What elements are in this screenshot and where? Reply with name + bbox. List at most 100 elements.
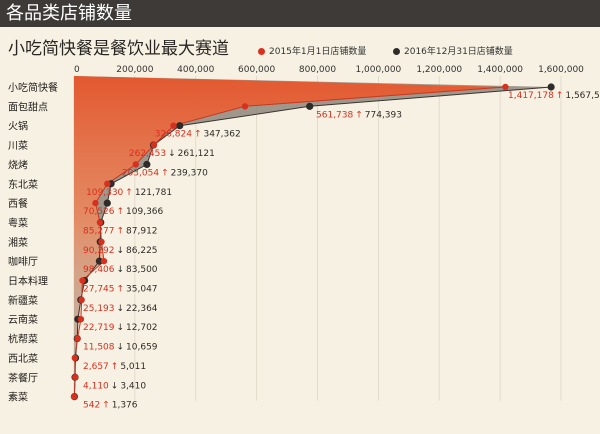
value-2016: 121,781 bbox=[135, 188, 172, 198]
arrow-up-icon: ↑ bbox=[117, 226, 125, 236]
value-label: 561,738 ↑ 774,393 bbox=[316, 110, 402, 120]
x-tick-label: 1,400,000 bbox=[477, 65, 523, 75]
point-2015 bbox=[77, 316, 85, 323]
arrow-down-icon: ↓ bbox=[117, 265, 125, 275]
point-2016 bbox=[176, 122, 184, 130]
x-tick-label: 200,000 bbox=[116, 65, 153, 75]
x-tick-label: 0 bbox=[74, 65, 80, 75]
value-label: 542 ↑ 1,376 bbox=[83, 401, 138, 411]
category-label: 东北菜 bbox=[8, 178, 38, 191]
value-2015: 109,330 bbox=[86, 188, 123, 198]
value-2016: 347,362 bbox=[203, 130, 240, 140]
value-label: 85,277 ↑ 87,912 bbox=[83, 226, 158, 236]
category-label: 新疆菜 bbox=[8, 294, 38, 307]
value-2016: 3,410 bbox=[120, 381, 146, 391]
value-2016: 86,225 bbox=[126, 246, 158, 256]
value-2015: 70,526 bbox=[83, 207, 115, 217]
area-2015 bbox=[74, 76, 506, 401]
value-2016: 1,376 bbox=[112, 401, 138, 411]
value-2015: 25,193 bbox=[83, 304, 115, 314]
value-2016: 261,121 bbox=[178, 149, 215, 159]
value-2015: 561,738 bbox=[316, 110, 353, 120]
value-2016: 1,567,555 bbox=[565, 91, 600, 101]
label-layer: 0 200,000 400,000 600,000 800,000 1,000,000 1,… bbox=[8, 65, 600, 411]
point-2015 bbox=[502, 83, 509, 91]
x-tick-label: 800,000 bbox=[299, 65, 336, 75]
page-title: 各品类店铺数量 bbox=[0, 0, 600, 27]
legend-item-2015: 2015年1月1日店铺数量 bbox=[258, 44, 366, 57]
arrow-up-icon: ↑ bbox=[125, 188, 133, 198]
value-label: 25,193 ↓ 22,364 bbox=[83, 304, 158, 314]
category-label: 咖啡厅 bbox=[8, 256, 38, 268]
point-2015 bbox=[170, 122, 177, 129]
point-2015 bbox=[72, 374, 79, 381]
point-2016 bbox=[306, 102, 314, 110]
point-2016 bbox=[143, 160, 151, 168]
value-label: 109,330 ↑ 121,781 bbox=[86, 188, 172, 198]
value-2015: 4,110 bbox=[83, 381, 109, 391]
value-2016: 87,912 bbox=[126, 226, 158, 236]
value-2015: 262,453 bbox=[129, 149, 166, 159]
arrow-up-icon: ↑ bbox=[556, 91, 564, 101]
value-2016: 10,659 bbox=[126, 343, 158, 353]
point-2015 bbox=[104, 180, 111, 187]
value-label: 4,110 ↓ 3,410 bbox=[83, 381, 146, 391]
value-2015: 2,657 bbox=[83, 362, 109, 372]
arrow-up-icon: ↑ bbox=[355, 110, 363, 120]
value-2015: 326,824 bbox=[155, 130, 192, 140]
value-label: 262,453 ↓ 261,121 bbox=[129, 149, 215, 159]
arrow-up-icon: ↑ bbox=[111, 362, 119, 372]
category-label: 火锅 bbox=[8, 121, 28, 133]
value-2016: 12,702 bbox=[126, 323, 158, 333]
value-2015: 203,054 bbox=[122, 168, 159, 178]
value-label: 2,657 ↑ 5,011 bbox=[83, 362, 146, 372]
x-tick-label: 600,000 bbox=[238, 65, 275, 75]
arrow-up-icon: ↑ bbox=[117, 285, 125, 295]
point-2015 bbox=[96, 219, 104, 226]
point-2015 bbox=[78, 296, 85, 304]
category-label: 茶餐厅 bbox=[8, 371, 38, 384]
chart-subtitle: 小吃简快餐是餐饮业最大赛道 bbox=[8, 39, 229, 59]
value-2016: 239,370 bbox=[171, 168, 208, 178]
arrow-down-icon: ↓ bbox=[117, 323, 125, 333]
value-2015: 22,719 bbox=[83, 323, 115, 333]
legend-dot-2016 bbox=[393, 48, 400, 55]
value-2015: 98,406 bbox=[83, 265, 115, 275]
point-2016 bbox=[547, 83, 555, 91]
value-label: 203,054 ↑ 239,370 bbox=[122, 168, 208, 178]
value-label: 326,824 ↑ 347,362 bbox=[155, 130, 241, 140]
value-2016: 109,366 bbox=[126, 207, 163, 217]
grid-layer bbox=[73, 76, 562, 401]
arrow-down-icon: ↓ bbox=[117, 304, 125, 314]
legend-item-2016: 2016年12月31日店铺数量 bbox=[393, 44, 513, 57]
legend-label-2015: 2015年1月1日店铺数量 bbox=[269, 47, 367, 57]
value-label: 70,526 ↑ 109,366 bbox=[83, 207, 164, 217]
value-2016: 83,500 bbox=[126, 265, 158, 275]
x-tick-label: 400,000 bbox=[177, 65, 214, 75]
point-2015 bbox=[132, 161, 140, 168]
point-2016 bbox=[95, 257, 104, 265]
value-label: 27,745 ↑ 35,047 bbox=[83, 285, 158, 295]
value-2015: 1,417,178 bbox=[508, 91, 554, 101]
category-label: 日本料理 bbox=[8, 275, 48, 288]
legend-label-2016: 2016年12月31日店铺数量 bbox=[404, 47, 513, 57]
arrow-down-icon: ↓ bbox=[117, 343, 125, 353]
arrow-up-icon: ↑ bbox=[102, 401, 110, 411]
x-tick-label: 1,600,000 bbox=[538, 65, 584, 75]
point-2015 bbox=[100, 257, 108, 265]
point-2015 bbox=[74, 335, 81, 342]
category-label: 面包甜点 bbox=[8, 100, 48, 113]
point-2015 bbox=[150, 141, 158, 149]
value-2016: 35,047 bbox=[126, 285, 158, 295]
arrow-down-icon: ↓ bbox=[168, 149, 176, 159]
category-label: 湘菜 bbox=[8, 236, 28, 249]
point-layer bbox=[70, 83, 555, 401]
value-2016: 774,393 bbox=[365, 110, 402, 120]
value-2015: 90,292 bbox=[83, 246, 115, 256]
point-2015 bbox=[92, 199, 99, 207]
point-2015 bbox=[79, 277, 86, 284]
point-2016 bbox=[103, 199, 111, 207]
arrow-up-icon: ↑ bbox=[161, 168, 169, 178]
value-2016: 5,011 bbox=[120, 362, 146, 372]
